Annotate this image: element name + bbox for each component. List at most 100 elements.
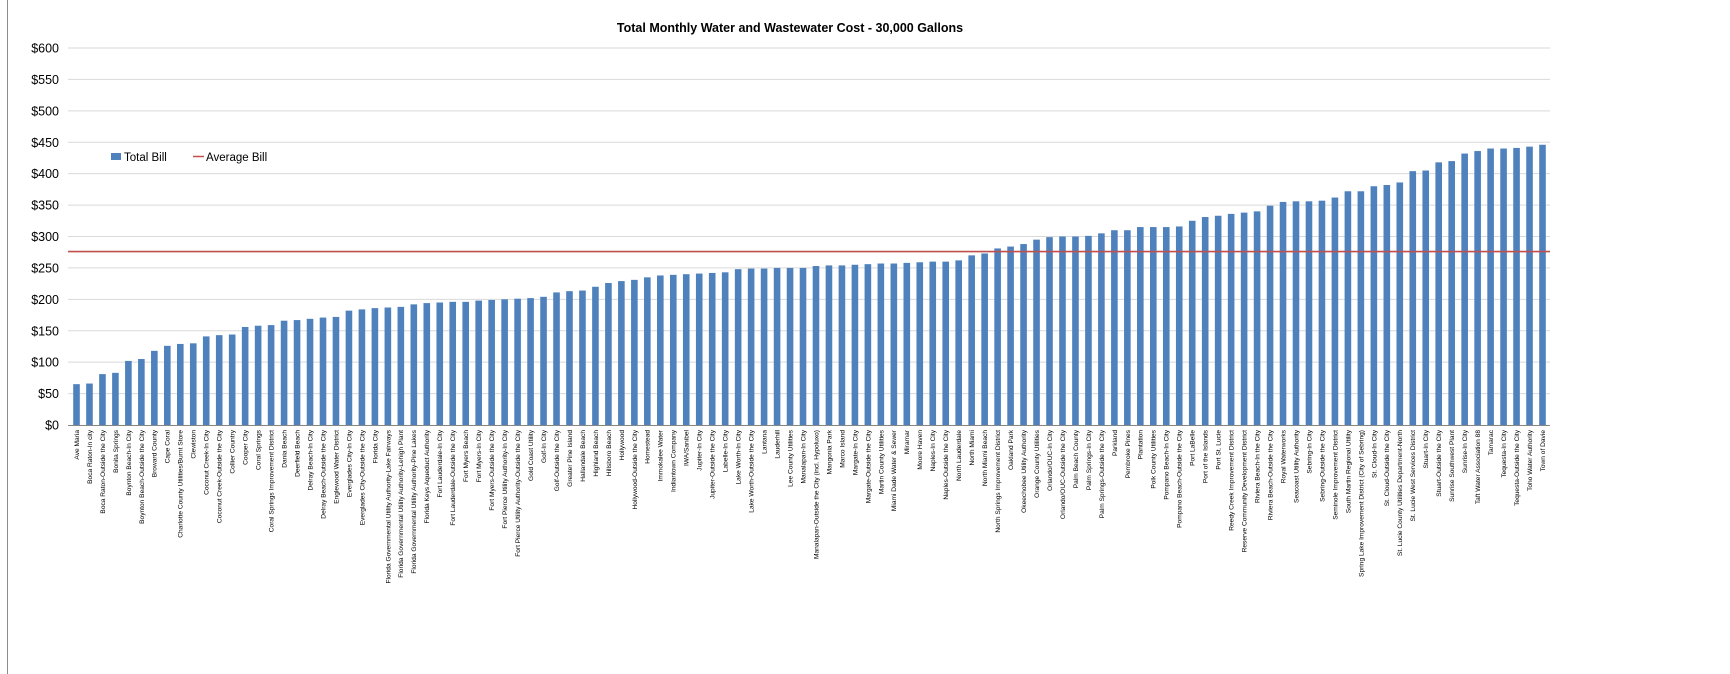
- x-tick-label: Miami Dade Water & Sewer: [891, 429, 898, 511]
- bar: [73, 384, 80, 425]
- x-tick-label: Manalapan-In City: [800, 429, 807, 483]
- bar: [1370, 186, 1378, 425]
- bar: [1331, 197, 1339, 425]
- bar: [151, 350, 158, 425]
- bar: [618, 281, 625, 425]
- bar: [1240, 212, 1248, 425]
- x-tick-label: Everglades City-Outside the City: [359, 429, 366, 525]
- bar: [176, 343, 184, 425]
- x-tick-label: North Springs Improvement District: [995, 430, 1002, 533]
- x-tick-label: Delray Beach-Outside the City: [320, 429, 327, 518]
- y-tick-label: $300: [31, 230, 59, 244]
- bar: [112, 372, 119, 425]
- bar: [1539, 144, 1546, 425]
- x-tick-label: Hillsboro Beach: [606, 430, 613, 477]
- bar: [488, 299, 495, 425]
- chart-title: Total Monthly Water and Wastewater Cost …: [617, 21, 963, 35]
- bar: [1188, 220, 1196, 425]
- x-tick-label: Jupiter-In City: [697, 429, 704, 470]
- bar: [812, 266, 820, 425]
- bar: [306, 318, 314, 425]
- x-tick-label: Pompano Beach-Outside the City: [1177, 429, 1184, 528]
- bar: [410, 304, 418, 425]
- bar: [1098, 233, 1105, 425]
- bar: [319, 317, 327, 425]
- x-tick-label: Lauderhill: [774, 429, 781, 458]
- bar: [955, 260, 962, 425]
- x-tick-label: Florida Governmental Utility Authority-P…: [411, 429, 418, 573]
- y-tick-label: $450: [31, 136, 59, 150]
- x-tick-label: Florida Governmental Utility Authority-L…: [398, 430, 405, 578]
- x-tick-label: Greater Pine Island: [567, 430, 574, 487]
- x-tick-label: St. Cloud-In City: [1371, 429, 1378, 478]
- x-tick-label: Sebring-In City: [1306, 429, 1313, 473]
- bar: [579, 290, 586, 425]
- bar: [1409, 171, 1417, 425]
- bar: [423, 303, 431, 425]
- x-tick-label: Martin County Utilities: [878, 429, 885, 494]
- x-tick-label: Hollywood-Outside the City: [632, 429, 639, 509]
- bar: [345, 310, 353, 425]
- bar: [1357, 191, 1365, 425]
- bar: [682, 274, 690, 425]
- x-axis-tick-labels: Ave Maria Boca Raton-In city Boca Raton-Ou…: [74, 429, 1547, 583]
- bar: [708, 272, 716, 425]
- x-tick-label: Tamarac: [1488, 429, 1495, 455]
- x-tick-label: North Miami Beach: [982, 430, 989, 486]
- x-tick-label: Stuart-Outside the City: [1436, 429, 1443, 496]
- x-tick-label: Everglades City-In City: [346, 429, 353, 497]
- x-tick-label: Homestead: [645, 430, 652, 464]
- x-tick-label: Clewiston: [191, 430, 198, 459]
- x-tick-label: Dania Beach: [281, 430, 288, 468]
- bar: [799, 267, 807, 425]
- x-tick-label: Florida City: [372, 429, 379, 463]
- bar: [1124, 230, 1131, 425]
- bar: [903, 262, 911, 425]
- x-tick-label: Oakland Park: [1008, 429, 1015, 470]
- x-tick-label: Lake Worth-In City: [736, 429, 743, 484]
- x-tick-label: Boca Raton-In city: [87, 429, 94, 484]
- x-tick-label: Fort Pierce Utility Authority-Outside th…: [515, 429, 522, 556]
- bar: [981, 253, 988, 425]
- bar: [293, 320, 301, 425]
- x-tick-label: Ave Maria: [74, 430, 81, 460]
- bar: [462, 301, 469, 425]
- x-tick-label: Port of the Islands: [1203, 429, 1210, 483]
- x-tick-label: Riviera Beach-Outside the City: [1267, 429, 1274, 520]
- x-tick-label: Sebring-Outside the City: [1319, 429, 1326, 502]
- x-tick-label: Reserve Community Development District: [1242, 430, 1249, 553]
- bar: [1046, 237, 1053, 425]
- x-tick-label: Marco Island: [839, 430, 846, 468]
- bar: [1500, 148, 1507, 425]
- x-tick-label: Mangonia Park: [826, 429, 833, 474]
- x-tick-label: Hallandale Beach: [580, 430, 587, 482]
- bar: [1072, 236, 1079, 425]
- bar: [189, 343, 197, 425]
- bar: [228, 334, 236, 425]
- bar: [1266, 205, 1274, 425]
- bar: [1292, 201, 1300, 425]
- x-tick-label: Collier Country: [230, 429, 237, 473]
- x-tick-label: Taft Water Association 88: [1475, 430, 1482, 504]
- bar: [657, 275, 664, 425]
- y-tick-label: $250: [31, 261, 59, 275]
- bar: [397, 306, 405, 425]
- x-tick-label: Sunrise-In City: [1462, 429, 1469, 473]
- bar: [721, 272, 729, 425]
- x-tick-label: Indiantown Company: [671, 429, 678, 492]
- x-tick-label: Reedy Creek Improvement District: [1229, 430, 1236, 531]
- bar: [202, 336, 210, 425]
- bar: [449, 301, 457, 425]
- x-tick-label: Delray Beach-In City: [307, 429, 314, 490]
- x-tick-label: North Lauderdale: [956, 430, 963, 481]
- bar: [825, 265, 833, 425]
- x-tick-label: Fort Lauderdale-Outside the City: [450, 429, 457, 525]
- bar: [1318, 200, 1326, 425]
- bar: [864, 264, 872, 425]
- bar: [1033, 239, 1040, 425]
- x-tick-label: Labelle-In City: [723, 429, 730, 472]
- bar: [254, 325, 262, 425]
- x-tick-label: Orange County Utilities: [1034, 429, 1041, 498]
- x-tick-label: Plantation: [1138, 430, 1145, 460]
